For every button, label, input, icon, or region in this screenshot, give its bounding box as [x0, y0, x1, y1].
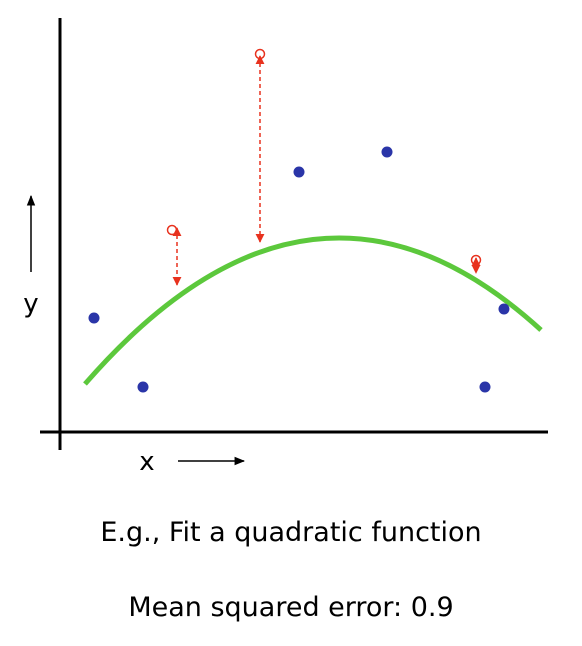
point [498, 303, 510, 315]
point [293, 166, 305, 178]
residuals [166, 48, 482, 286]
x-label: x [139, 447, 154, 477]
open-point [166, 224, 178, 236]
point [479, 381, 491, 393]
error-text: Mean squared error: 0.9 [128, 592, 453, 623]
point [137, 381, 149, 393]
fit-curve [83, 235, 543, 386]
axes: y x [23, 18, 548, 477]
point [381, 146, 393, 158]
data-points [88, 146, 510, 393]
caption: E.g., Fit a quadratic function [100, 517, 481, 548]
y-label: y [23, 289, 38, 319]
point [88, 312, 100, 324]
